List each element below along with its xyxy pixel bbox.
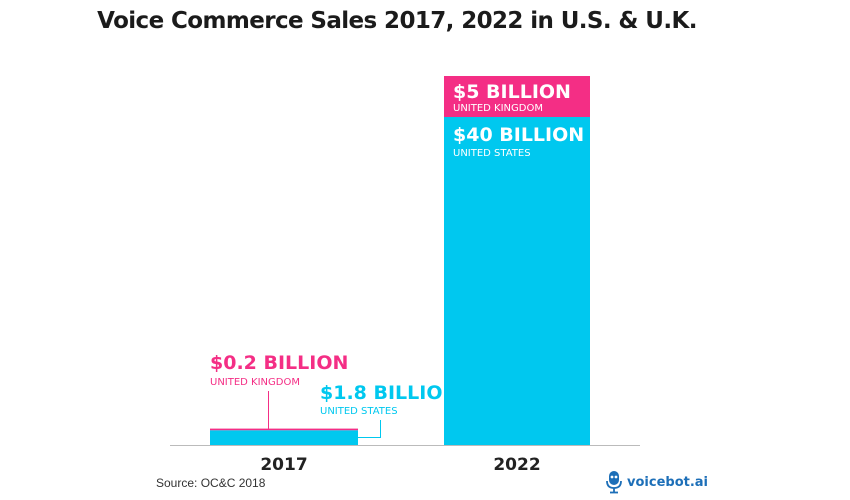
data-label-uk-2017: $0.2 BILLION xyxy=(210,352,348,374)
x-tick-label-2022: 2022 xyxy=(493,455,540,475)
series-label-uk-2017: UNITED KINGDOM xyxy=(210,377,300,388)
microphone-robot-icon xyxy=(606,471,622,494)
brand-name: voicebot.ai xyxy=(627,474,709,490)
series-label-us-2017: UNITED STATES xyxy=(320,406,398,417)
series-label-us-2022: UNITED STATES xyxy=(453,148,531,159)
callout-line-us-2017 xyxy=(358,420,381,438)
series-label-uk-2022: UNITED KINGDOM xyxy=(453,103,543,114)
bar-uk-2017 xyxy=(210,428,358,431)
bar-us-2022 xyxy=(444,117,590,445)
bar-uk-2022 xyxy=(444,76,590,117)
source-note: Source: OC&C 2018 xyxy=(156,476,266,490)
data-label-us-2017: $1.8 BILLION xyxy=(320,382,458,404)
x-tick-label-2017: 2017 xyxy=(260,455,307,475)
chart-title: Voice Commerce Sales 2017, 2022 in U.S. … xyxy=(97,8,697,34)
bar-us-2017 xyxy=(210,430,358,445)
brand-logo: voicebot.ai xyxy=(604,470,708,494)
data-label-us-2022: $40 BILLION xyxy=(453,124,584,146)
data-label-uk-2022: $5 BILLION xyxy=(453,81,571,103)
